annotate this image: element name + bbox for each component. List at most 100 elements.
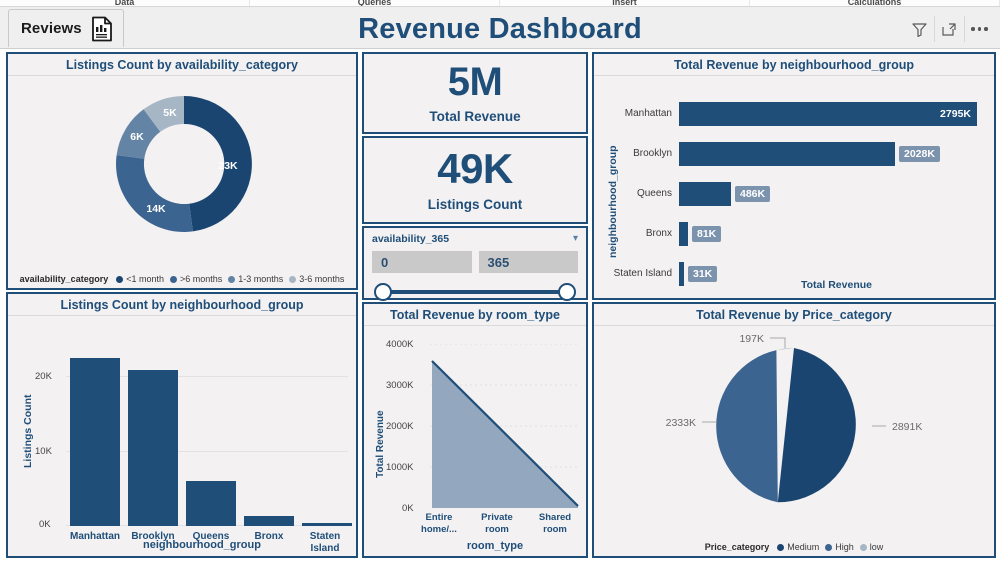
column-category-label: Brooklyn <box>131 531 175 542</box>
visual-title: Listings Count by neighbourhood_group <box>8 294 356 316</box>
page-tab-label: Reviews <box>21 20 82 37</box>
y-tick-label: 10K <box>35 446 52 457</box>
donut-legend: availability_category <1 month >6 months… <box>8 274 356 284</box>
y-tick-label: 2000K <box>386 421 414 432</box>
bar-value-label: 31K <box>688 266 718 282</box>
legend-item[interactable]: <1 month <box>116 274 164 284</box>
slider-handle-max[interactable] <box>558 283 576 301</box>
svg-text:2891K: 2891K <box>892 421 922 433</box>
area-category-label: Entire home/... <box>421 512 457 535</box>
column-category-label: Manhattan <box>70 531 120 542</box>
slicer-range-slider[interactable] <box>372 282 578 302</box>
focus-mode-button[interactable] <box>934 16 964 42</box>
kpi-value: 49K <box>437 145 513 192</box>
more-options-icon <box>971 27 988 31</box>
bar-rect[interactable] <box>679 102 977 126</box>
column-rect[interactable] <box>128 370 178 526</box>
x-axis-title: room_type <box>466 540 524 552</box>
bar-value-label: 2028K <box>899 146 940 162</box>
more-options-button[interactable] <box>964 16 994 42</box>
visual-listings-by-availability-category[interactable]: Listings Count by availability_category … <box>6 52 358 290</box>
bar-category-label: Queens <box>636 188 672 199</box>
ribbon-tab-data[interactable]: Data <box>0 0 250 6</box>
bar-rect[interactable] <box>679 262 684 286</box>
focus-mode-icon <box>941 21 958 38</box>
svg-text:14K: 14K <box>146 203 166 215</box>
y-axis-title: neighbourhood_group <box>607 145 619 258</box>
visual-revenue-by-neighbourhood-group[interactable]: Total Revenue by neighbourhood_group nei… <box>592 52 996 300</box>
ribbon-tabs: Data Queries Insert Calculations <box>0 0 1000 7</box>
slider-track[interactable] <box>382 290 568 294</box>
column-rect[interactable] <box>186 481 236 526</box>
y-tick-label: 3000K <box>386 380 414 391</box>
slicer-availability-365[interactable]: availability_365 ▾ 0 365 <box>362 226 588 302</box>
donut-svg: 23K 14K 6K 5K <box>116 96 252 232</box>
pie-svg: 2891K 2333K 197K <box>666 333 922 503</box>
y-tick-label: 1000K <box>386 462 414 473</box>
column-category-label: Staten Island <box>309 531 341 554</box>
y-tick-label: 0K <box>39 519 51 530</box>
page-title: Revenue Dashboard <box>358 13 642 45</box>
report-page-icon <box>91 16 113 42</box>
slicer-min-input[interactable]: 0 <box>372 251 472 273</box>
donut-chart[interactable]: 23K 14K 6K 5K availability_category <1 m… <box>8 76 356 287</box>
legend-label: 3-6 months <box>299 274 345 284</box>
slicer-max-input[interactable]: 365 <box>478 251 578 273</box>
visual-listings-count-by-neighbourhood-group[interactable]: Listings Count by neighbourhood_group Li… <box>6 292 358 558</box>
legend-label: <1 month <box>126 274 164 284</box>
ribbon-tab-queries[interactable]: Queries <box>250 0 500 6</box>
legend-item[interactable]: Medium <box>777 542 819 552</box>
area-chart[interactable]: Total Revenue 4000K 3000K 2000K 1000K 0K… <box>364 326 586 555</box>
bar-value-label: 486K <box>735 186 771 202</box>
kpi-card-listings-count[interactable]: 49K Listings Count <box>362 136 588 224</box>
y-axis-title: Listings Count <box>22 394 34 469</box>
legend-title: availability_category <box>19 274 109 284</box>
kpi-card-total-revenue[interactable]: 5M Total Revenue <box>362 52 588 134</box>
column-category-label: Queens <box>192 531 230 542</box>
svg-text:197K: 197K <box>739 333 764 345</box>
ribbon-tab-calculations[interactable]: Calculations <box>750 0 1000 6</box>
area-svg <box>430 344 580 508</box>
legend-item[interactable]: 3-6 months <box>289 274 344 284</box>
slicer-field-label: availability_365 <box>372 233 450 245</box>
filter-button[interactable] <box>904 16 934 42</box>
y-tick-label: 4000K <box>386 339 414 350</box>
legend-item[interactable]: low <box>859 542 884 552</box>
x-axis-title: Total Revenue <box>801 279 872 291</box>
ribbon-tab-insert[interactable]: Insert <box>500 0 750 6</box>
horizontal-bar-chart[interactable]: neighbourhood_group Manhattan 2795K Broo… <box>594 76 994 297</box>
kpi-label: Total Revenue <box>429 109 521 124</box>
pie-chart[interactable]: 2891K 2333K 197K Price_category Medium H… <box>594 326 994 555</box>
column-rect[interactable] <box>70 358 120 526</box>
bar-category-label: Bronx <box>645 228 672 239</box>
column-category-label: Bronx <box>254 531 284 542</box>
visual-title: Total Revenue by room_type <box>364 304 586 326</box>
legend-title: Price_category <box>704 542 770 552</box>
area-category-label: Shared room <box>538 512 572 535</box>
visual-title: Total Revenue by neighbourhood_group <box>594 54 994 76</box>
slider-handle-min[interactable] <box>374 283 392 301</box>
kpi-label: Listings Count <box>427 197 523 212</box>
legend-label: low <box>869 542 884 552</box>
column-rect[interactable] <box>302 523 352 526</box>
legend-item[interactable]: >6 months <box>169 274 222 284</box>
bar-rect[interactable] <box>679 222 688 246</box>
legend-item[interactable]: 1-3 months <box>228 274 283 284</box>
bar-rect[interactable] <box>679 182 731 206</box>
visual-title: Listings Count by availability_category <box>8 54 356 76</box>
x-axis-title: neighbourhood_group <box>143 539 261 551</box>
legend-item[interactable]: High <box>825 542 854 552</box>
y-tick-label: 20K <box>35 371 52 382</box>
column-rect[interactable] <box>244 516 294 526</box>
plot-area <box>66 344 352 526</box>
bar-category-label: Manhattan <box>624 108 672 119</box>
column-chart[interactable]: Listings Count 20K 10K 0K Manhattan Broo… <box>8 316 356 555</box>
visual-revenue-by-room-type[interactable]: Total Revenue by room_type Total Revenue… <box>362 302 588 558</box>
page-tab-reviews[interactable]: Reviews <box>8 9 124 47</box>
legend-label: High <box>835 542 854 552</box>
bar-value-label: 2795K <box>940 108 971 120</box>
visual-revenue-by-price-category[interactable]: Total Revenue by Price_category 2891K 23… <box>592 302 996 558</box>
report-header: Reviews Revenue Dashboard <box>0 7 1000 49</box>
bar-rect[interactable] <box>679 142 895 166</box>
chevron-down-icon[interactable]: ▾ <box>572 233 578 244</box>
